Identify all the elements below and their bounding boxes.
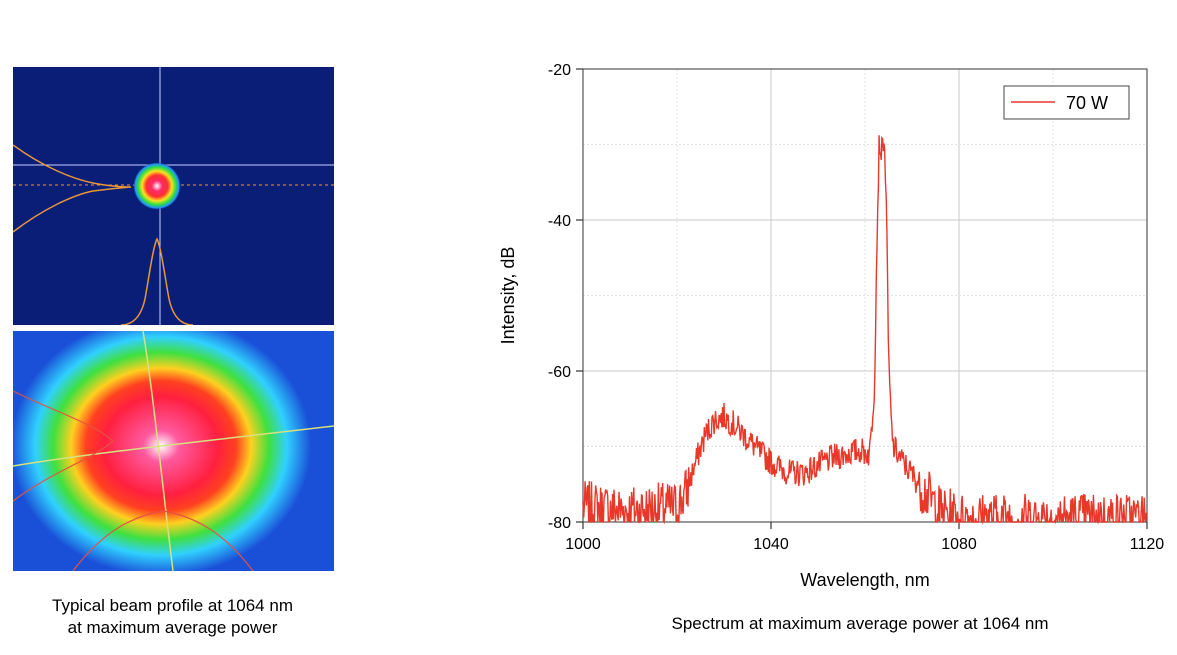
beam-spot xyxy=(133,162,181,210)
x-axis-label: Wavelength, nm xyxy=(800,570,929,590)
plot-frame xyxy=(582,68,1148,523)
beam-profile-image-top xyxy=(13,67,334,325)
beam-profile-image-bottom xyxy=(13,331,334,571)
legend-label-70w: 70 W xyxy=(1066,93,1108,113)
x-tick-label: 1040 xyxy=(753,536,789,553)
y-axis-label: Intensity, dB xyxy=(498,247,518,345)
vertical-profile-curve xyxy=(120,237,194,325)
beam-profile-caption-line2: at maximum average power xyxy=(67,618,278,637)
x-tick-label: 1120 xyxy=(1130,536,1165,553)
cross-section-line-2 xyxy=(142,331,174,571)
x-tick-label: 1000 xyxy=(565,536,601,553)
legend: 70 W xyxy=(1003,85,1130,120)
chart-grid xyxy=(583,69,1147,522)
spectrum-series-line xyxy=(582,135,1147,525)
spectrum-chart: 1000 1040 1080 1120 -20 -40 -60 -80 Wavelength,… xyxy=(498,62,1164,590)
beam-profile-caption-line1: Typical beam profile at 1064 nm xyxy=(52,596,293,615)
y-tick-label: -20 xyxy=(548,62,571,79)
y-tick-label: -40 xyxy=(548,213,571,230)
spectrum-caption: Spectrum at maximum average power at 106… xyxy=(671,614,1049,633)
cross-section-line-1 xyxy=(13,425,334,467)
profile-curve-bottom xyxy=(72,510,254,571)
beam-spot-zoomed xyxy=(13,331,311,571)
beam-profile-caption: Typical beam profile at 1064 nm at maxim… xyxy=(0,595,345,639)
horizontal-profile-curve xyxy=(13,144,132,233)
profile-curve-left xyxy=(13,390,114,502)
y-tick-label: -60 xyxy=(548,364,571,381)
axis-ticks: 1000 1040 1080 1120 -20 -40 -60 -80 xyxy=(548,62,1164,553)
x-tick-label: 1080 xyxy=(941,536,977,553)
y-tick-label: -80 xyxy=(548,515,571,532)
